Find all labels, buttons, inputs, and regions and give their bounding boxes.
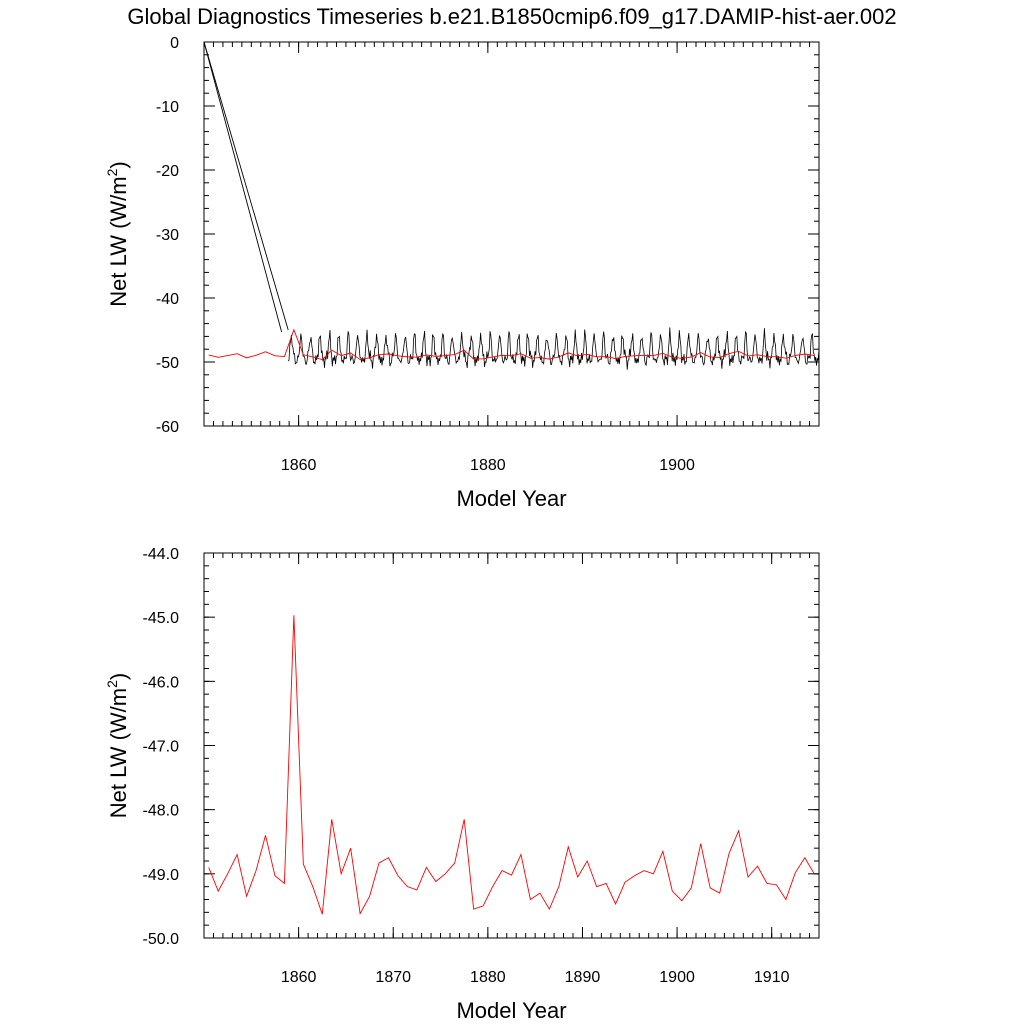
x-axis-title: Model Year (456, 486, 566, 511)
series-line-0 (208, 615, 815, 916)
x-tick-label: 1860 (281, 457, 317, 474)
y-tick-label: -10 (156, 99, 179, 116)
x-tick-label: 1910 (754, 969, 790, 986)
y-tick-label: -50.0 (143, 931, 180, 948)
y-tick-label: -47.0 (143, 739, 180, 756)
y-axis-title-close: ) (106, 673, 131, 680)
x-tick-label: 1880 (470, 457, 506, 474)
x-tick-label: 1860 (281, 969, 317, 986)
figure-title: Global Diagnostics Timeseries b.e21.B185… (127, 4, 896, 29)
series-line-0 (204, 42, 289, 331)
y-tick-label: -48.0 (143, 803, 180, 820)
y-tick-label: -45.0 (143, 610, 180, 627)
bottom-panel: 1860 1870 1880 1890 1900 1910 -44.0 -45.0 -46.0 -… (104, 546, 820, 1023)
y-tick-label: -50 (156, 355, 179, 372)
y-tick-label: -46.0 (143, 674, 180, 691)
plot-frame (203, 41, 820, 427)
x-tick-label: 1900 (659, 969, 695, 986)
y-axis-title-sup: 2 (104, 168, 120, 176)
x-tick-label: 1870 (375, 969, 411, 986)
series-monthly-cycle (287, 327, 819, 370)
y-tick-label: -49.0 (143, 867, 180, 884)
y-tick-label: -60 (156, 419, 179, 436)
top-panel: 1860 1880 1900 0 -10 -20 -30 -40 -50 -60 Model Yea… (104, 35, 820, 511)
x-axis-title: Model Year (456, 998, 566, 1023)
y-tick-label: 0 (170, 35, 179, 52)
plot-frame (203, 552, 820, 939)
y-tick-label: -30 (156, 227, 179, 244)
y-tick-label: -20 (156, 163, 179, 180)
y-axis-title: Net LW (W/m2) (104, 673, 131, 818)
y-axis-title-text: Net LW (W/m (106, 176, 131, 306)
x-tick-label: 1890 (565, 969, 601, 986)
plot-area (204, 42, 819, 370)
series-line-1 (204, 42, 283, 333)
plot-area (208, 615, 815, 916)
y-axis-title-close: ) (106, 161, 131, 168)
y-axis-title-sup: 2 (104, 680, 120, 688)
y-tick-label: -40 (156, 291, 179, 308)
y-axis-title: Net LW (W/m2) (104, 161, 131, 306)
y-tick-label: -44.0 (143, 546, 180, 563)
x-tick-label: 1880 (470, 969, 506, 986)
y-axis-title-text: Net LW (W/m (106, 688, 131, 818)
x-tick-label: 1900 (659, 457, 695, 474)
